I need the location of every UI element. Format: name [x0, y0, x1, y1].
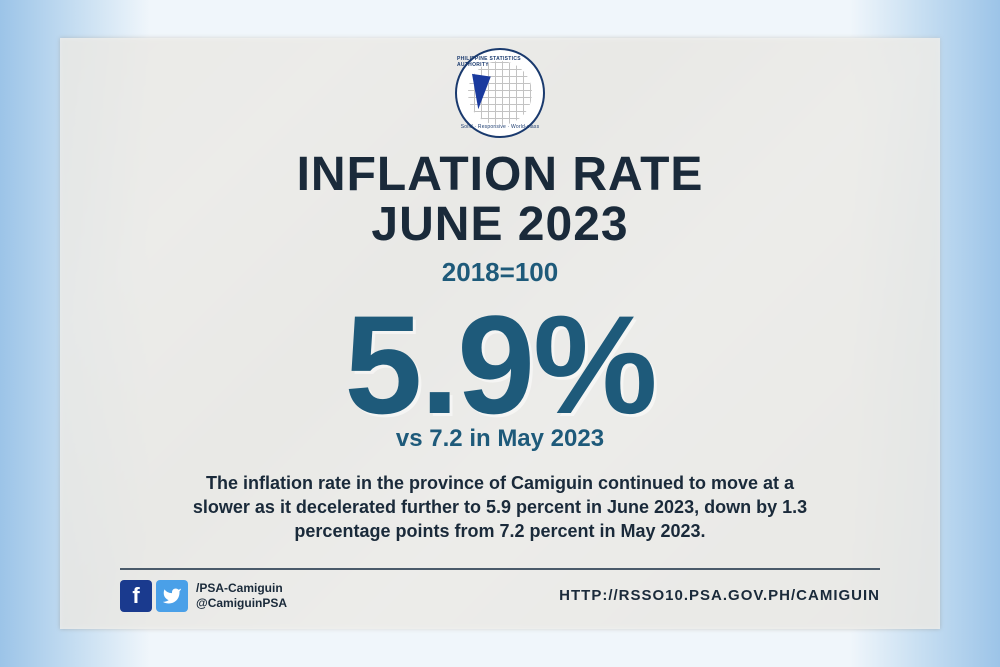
- twitter-icon: [156, 580, 188, 612]
- inflation-rate-value: 5.9%: [344, 298, 655, 431]
- social-handles: /PSA-Camiguin @CamiguinPSA: [196, 581, 287, 610]
- title: INFLATION RATE JUNE 2023: [297, 150, 704, 251]
- baseline-year: 2018=100: [442, 257, 558, 288]
- psa-logo: PHILIPPINE STATISTICS AUTHORITY Solid · …: [455, 48, 545, 138]
- title-line-2: JUNE 2023: [297, 200, 704, 250]
- website-url: HTTP://RSSO10.PSA.GOV.PH/CAMIGUIN: [559, 587, 880, 604]
- description-paragraph: The inflation rate in the province of Ca…: [180, 471, 820, 544]
- title-line-1: INFLATION RATE: [297, 150, 704, 200]
- infographic-card: PHILIPPINE STATISTICS AUTHORITY Solid · …: [60, 38, 940, 629]
- twitter-handle: @CamiguinPSA: [196, 596, 287, 610]
- social-icons-group: f: [120, 580, 188, 612]
- facebook-page: /PSA-Camiguin: [196, 581, 287, 595]
- footer-row: f /PSA-Camiguin @CamiguinPSA HTTP://RSSO…: [120, 580, 880, 612]
- logo-tagline: Solid · Responsive · World-class: [461, 124, 540, 130]
- facebook-icon: f: [120, 580, 152, 612]
- social-block: f /PSA-Camiguin @CamiguinPSA: [120, 580, 287, 612]
- divider-line: [120, 568, 880, 570]
- logo-org-name: PHILIPPINE STATISTICS AUTHORITY: [457, 56, 543, 68]
- comparison-text: vs 7.2 in May 2023: [396, 425, 604, 453]
